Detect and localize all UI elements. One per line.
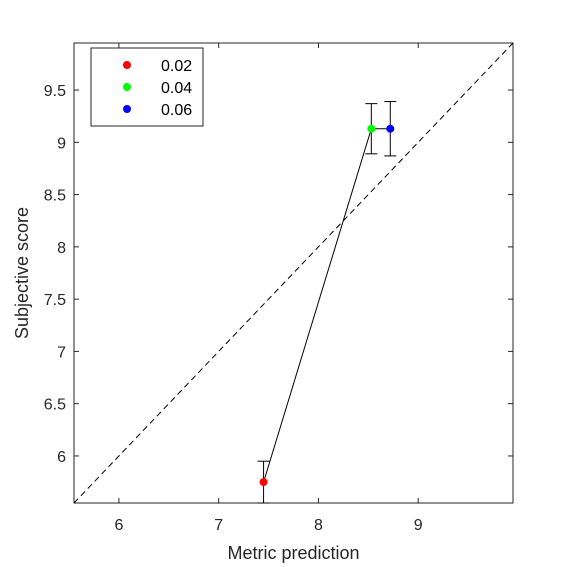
y-tick-label: 6.5 bbox=[44, 397, 66, 414]
y-tick-label: 9 bbox=[57, 135, 66, 152]
legend-marker-0.04 bbox=[123, 83, 131, 91]
y-axis-ticks: 6 6.5 7 7.5 8 8.5 9 9.5 bbox=[44, 83, 513, 466]
x-tick-label: 6 bbox=[114, 517, 123, 534]
data-point-0.02 bbox=[259, 478, 268, 487]
legend: 0.02 0.04 0.06 bbox=[90, 47, 204, 127]
legend-label-0.02: 0.02 bbox=[161, 58, 192, 75]
y-tick-label: 7 bbox=[57, 344, 66, 361]
data-point-0.04 bbox=[367, 124, 376, 133]
y-tick-label: 7.5 bbox=[44, 292, 66, 309]
legend-marker-0.02 bbox=[123, 61, 131, 69]
x-tick-label: 9 bbox=[414, 517, 423, 534]
data-point-layer bbox=[259, 124, 395, 487]
y-tick-label: 8.5 bbox=[44, 188, 66, 205]
y-axis-label: Subjective score bbox=[12, 207, 32, 339]
legend-marker-0.06 bbox=[123, 105, 131, 113]
reference-line-layer bbox=[73, 42, 514, 504]
x-axis-label: Metric prediction bbox=[227, 543, 359, 563]
legend-label-0.04: 0.04 bbox=[161, 80, 192, 97]
legend-label-0.06: 0.06 bbox=[161, 102, 192, 119]
x-tick-label: 8 bbox=[314, 517, 323, 534]
y-tick-label: 6 bbox=[57, 449, 66, 466]
y-tick-label: 8 bbox=[57, 240, 66, 257]
y-tick-label: 9.5 bbox=[44, 83, 66, 100]
data-point-0.06 bbox=[386, 124, 395, 133]
legend-box bbox=[90, 47, 204, 127]
reference-line bbox=[73, 42, 514, 504]
x-tick-label: 7 bbox=[214, 517, 223, 534]
x-axis-ticks: 6 7 8 9 bbox=[114, 43, 423, 534]
